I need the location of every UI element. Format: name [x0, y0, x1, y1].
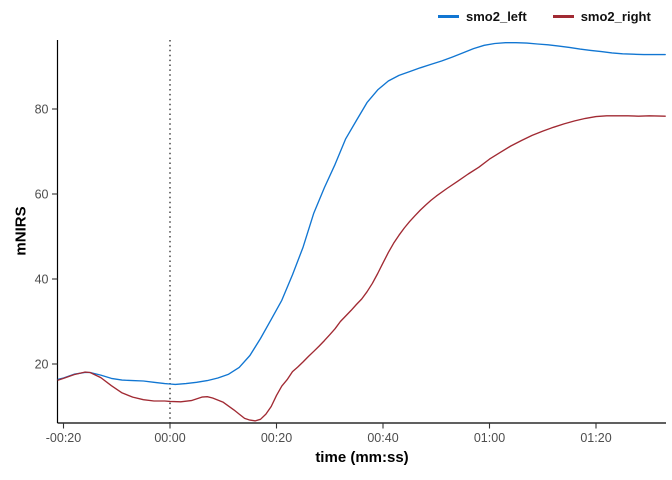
legend-key-line-smo2-left [438, 15, 459, 18]
x-tick-label: -00:20 [46, 431, 81, 445]
x-axis-title: time (mm:ss) [315, 449, 409, 466]
legend-label-smo2-left: smo2_left [466, 9, 527, 24]
legend-entry-smo2-right: smo2_right [552, 9, 651, 24]
y-tick-label: 20 [35, 358, 49, 372]
x-tick-label: 01:00 [474, 431, 505, 445]
x-tick-label: 00:00 [154, 431, 185, 445]
x-tick-label: 01:20 [580, 431, 611, 445]
x-tick-label: 00:20 [261, 431, 292, 445]
y-tick-label: 80 [35, 103, 49, 117]
y-tick-label: 40 [35, 273, 49, 287]
x-tick-label: 00:40 [367, 431, 398, 445]
y-tick-label: 60 [35, 188, 49, 202]
series-line-smo2_left [57, 42, 666, 386]
legend-label-smo2-right: smo2_right [580, 9, 651, 24]
series-line-smo2_right [57, 115, 666, 422]
legend-key-line-smo2-right [552, 15, 574, 18]
y-axis-title: mNIRS [12, 206, 30, 256]
legend-entry-smo2-left: smo2_left [438, 9, 527, 24]
legend: smo2_left smo2_right [438, 9, 651, 24]
